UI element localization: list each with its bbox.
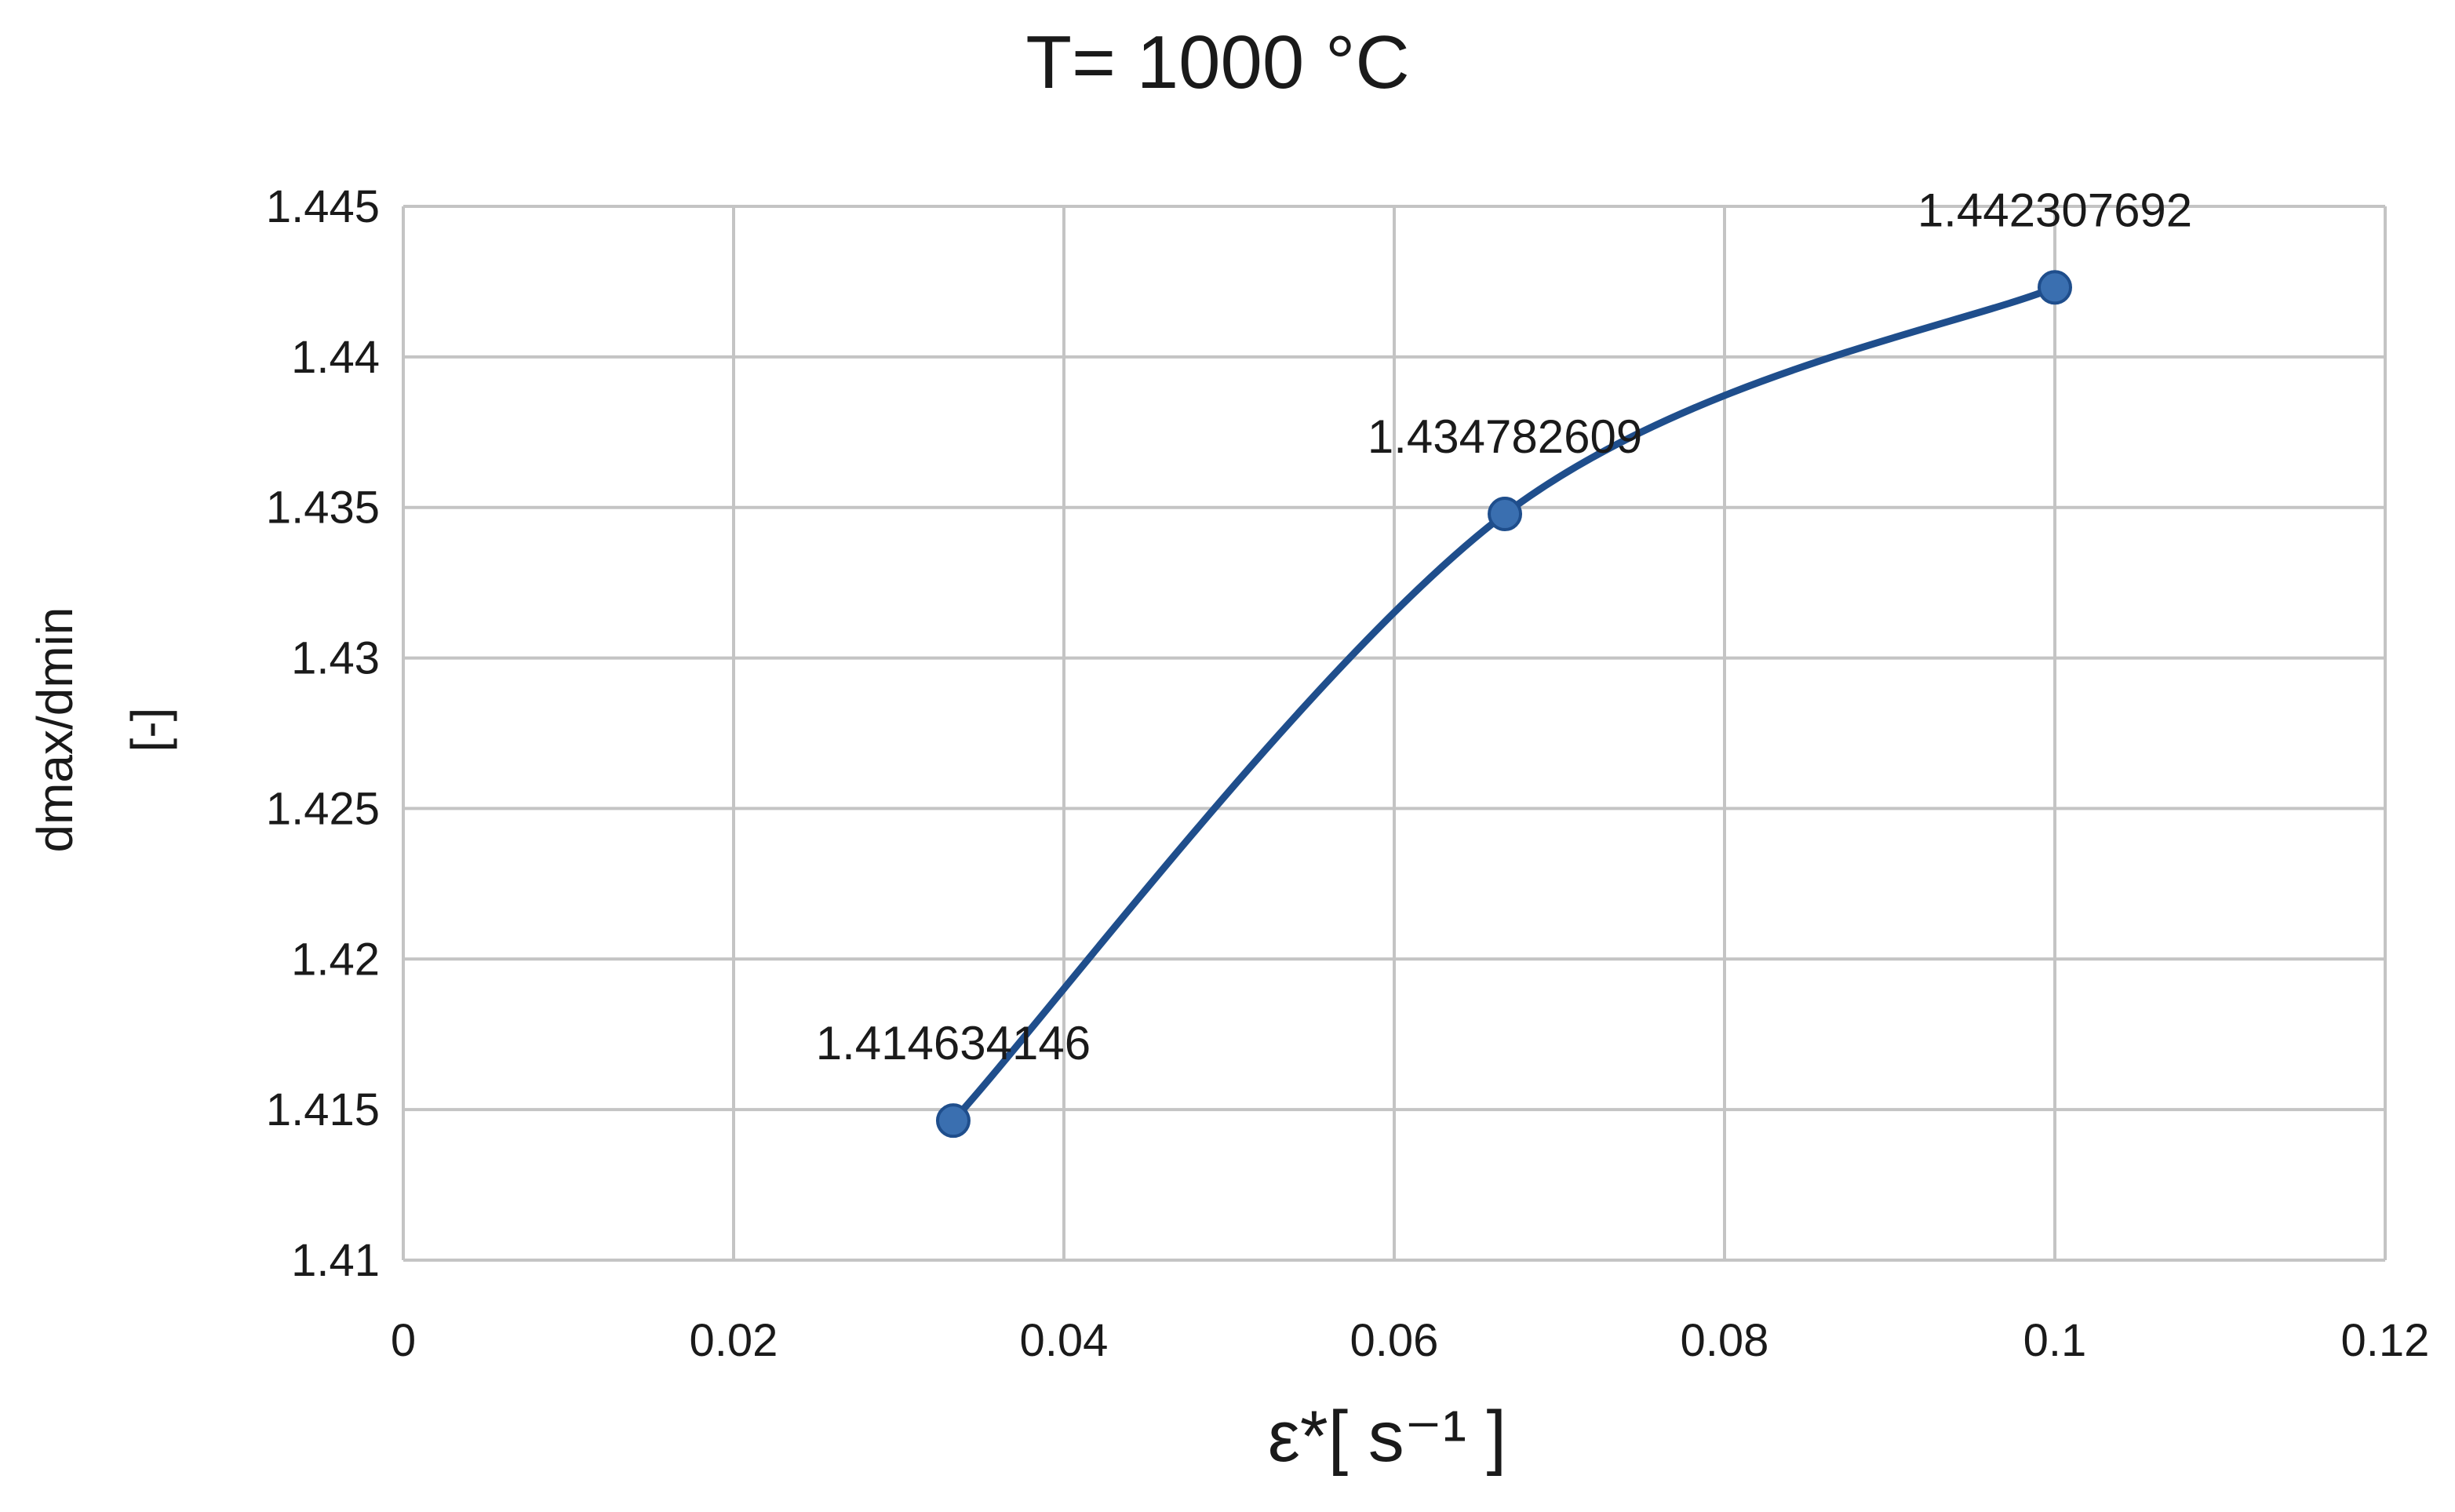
data-points bbox=[935, 270, 2072, 1139]
series-line-path bbox=[949, 283, 2059, 1124]
x-tick-label: 0 bbox=[391, 1315, 416, 1366]
data-labels: 1.414634146 1.434782609 1.442307692 bbox=[816, 184, 2192, 1069]
chart-title: T= 1000 °C bbox=[1025, 20, 1409, 104]
x-tick-label: 0.04 bbox=[1020, 1315, 1109, 1366]
data-label: 1.442307692 bbox=[1918, 184, 2192, 236]
series-line bbox=[949, 283, 2059, 1124]
y-axis-title: dmax/dmin [-] bbox=[27, 607, 177, 853]
y-tick-label: 1.43 bbox=[291, 633, 380, 684]
y-tick-label: 1.415 bbox=[266, 1084, 380, 1135]
y-tick-label: 1.41 bbox=[291, 1235, 380, 1286]
y-tick-label: 1.425 bbox=[266, 783, 380, 834]
y-tick-label: 1.44 bbox=[291, 332, 380, 383]
data-label: 1.434782609 bbox=[1368, 410, 1642, 463]
data-point-marker bbox=[1488, 497, 1523, 532]
data-point-marker bbox=[935, 1103, 971, 1139]
y-axis-title-line-1: dmax/dmin bbox=[27, 607, 83, 853]
y-axis-title-line-2: [-] bbox=[121, 708, 177, 752]
y-tick-label: 1.42 bbox=[291, 934, 380, 985]
x-tick-label: 0.12 bbox=[2341, 1315, 2430, 1366]
y-axis-ticks: 1.41 1.415 1.42 1.425 1.43 1.435 1.44 1.445 bbox=[266, 181, 380, 1286]
x-tick-label: 0.08 bbox=[1681, 1315, 1769, 1366]
x-tick-label: 0.02 bbox=[690, 1315, 778, 1366]
x-tick-label: 0.1 bbox=[2023, 1315, 2087, 1366]
y-tick-label: 1.445 bbox=[266, 181, 380, 232]
y-tick-label: 1.435 bbox=[266, 483, 380, 534]
x-axis-ticks: 0 0.02 0.04 0.06 0.08 0.1 0.12 bbox=[391, 1315, 2430, 1366]
x-tick-label: 0.06 bbox=[1350, 1315, 1439, 1366]
data-label: 1.414634146 bbox=[816, 1017, 1091, 1069]
data-point-marker bbox=[2038, 270, 2072, 305]
grid bbox=[402, 205, 2387, 1262]
x-axis-title: ε*[ s⁻¹ ] bbox=[1268, 1397, 1506, 1477]
